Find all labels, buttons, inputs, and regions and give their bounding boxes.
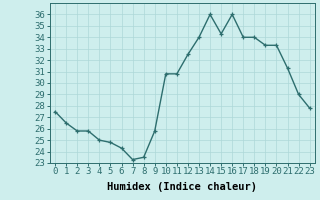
X-axis label: Humidex (Indice chaleur): Humidex (Indice chaleur)	[108, 182, 257, 192]
